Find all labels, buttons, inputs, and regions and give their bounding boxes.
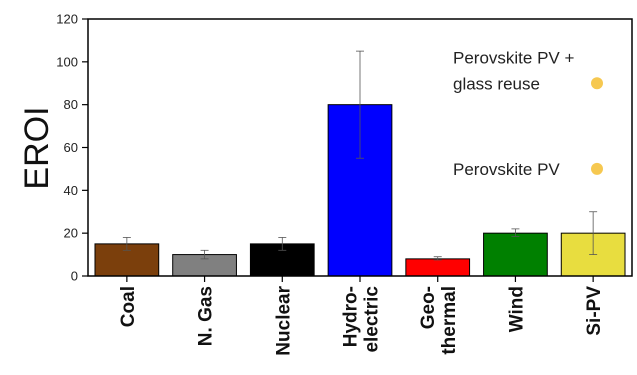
- perovskite-marker: [591, 77, 603, 90]
- y-tick-label: 100: [56, 54, 78, 69]
- y-axis-label: EROI: [18, 106, 56, 189]
- category-label-line: Hydro-: [341, 286, 362, 347]
- category-label-line: N. Gas: [196, 286, 217, 346]
- category-label: Geo-thermal: [418, 286, 460, 355]
- annotation-text: Perovskite PV: [453, 160, 560, 179]
- category-label-line: Coal: [118, 286, 139, 327]
- category-label-line: Nuclear: [273, 285, 294, 355]
- category-label-line: Wind: [506, 286, 527, 332]
- category-label: N. Gas: [196, 286, 217, 346]
- annotation-text: Perovskite PV +: [453, 48, 574, 67]
- category-label-line: electric: [362, 286, 383, 353]
- bar: [405, 258, 471, 277]
- category-label-line: Geo-: [418, 286, 439, 329]
- y-tick-label: 0: [71, 269, 78, 284]
- y-tick-label: 120: [56, 12, 78, 27]
- perovskite-marker: [591, 162, 603, 175]
- y-tick-label: 40: [64, 183, 78, 198]
- plot-frame: [87, 18, 633, 277]
- category-label-line: Si-PV: [584, 286, 605, 336]
- category-label: Hydro-electric: [341, 286, 383, 353]
- category-label: Wind: [506, 286, 527, 332]
- y-tick-label: 80: [64, 97, 78, 112]
- category-label: Si-PV: [584, 286, 605, 336]
- y-tick-label: 20: [64, 226, 78, 241]
- y-tick-label: 60: [64, 140, 78, 155]
- annotation-text: glass reuse: [453, 74, 540, 93]
- category-label-line: thermal: [439, 286, 460, 355]
- category-label: Nuclear: [273, 285, 294, 355]
- bar: [483, 232, 548, 277]
- category-label: Coal: [118, 286, 139, 327]
